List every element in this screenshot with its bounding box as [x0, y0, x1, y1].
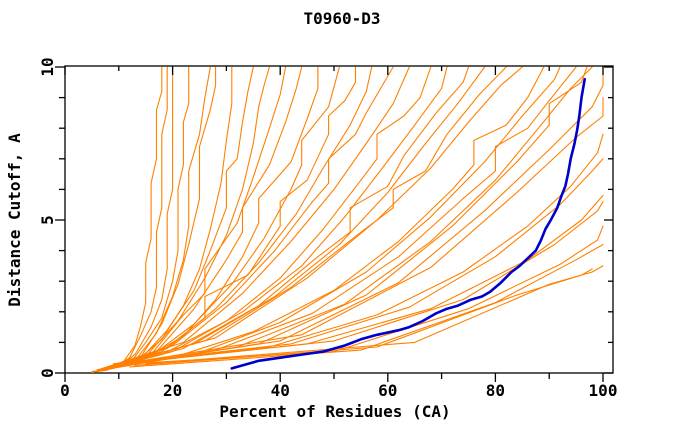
model-curve	[96, 66, 190, 371]
model-curve	[102, 66, 270, 371]
model-curve	[107, 66, 507, 368]
model-curve	[107, 66, 588, 368]
model-curve	[107, 66, 523, 368]
model-curve	[112, 97, 604, 366]
highlighted-model-curve	[230, 77, 587, 370]
model-curve	[102, 66, 217, 371]
y-axis-label: Distance Cutoff, A	[5, 133, 24, 307]
model-curve	[96, 66, 432, 371]
model-curve	[96, 66, 211, 371]
model-curve	[102, 66, 448, 371]
model-curve	[102, 66, 303, 369]
x-tick-label: 100	[589, 381, 618, 400]
x-axis-label: Percent of Residues (CA)	[219, 402, 450, 421]
model-curve	[145, 265, 604, 365]
model-curve	[96, 66, 545, 371]
model-curve	[123, 201, 604, 365]
axis-ticks	[55, 66, 613, 382]
y-tick-label: 0	[38, 368, 57, 378]
model-curve	[96, 66, 319, 373]
model-curve	[102, 66, 287, 369]
model-curve	[102, 66, 486, 369]
model-curve	[107, 66, 593, 369]
model-curve	[107, 66, 410, 368]
x-tick-label: 20	[163, 381, 182, 400]
model-curve	[96, 66, 254, 371]
model-curve	[102, 66, 577, 369]
x-tick-label: 60	[378, 381, 397, 400]
tick-labels: 0 20 40 60 80 100 0 5 10	[38, 57, 617, 400]
model-curve	[102, 66, 561, 371]
model-curve	[134, 268, 593, 366]
chart-title: T0960-D3	[303, 9, 380, 28]
model-curves	[91, 66, 604, 373]
y-tick-label: 5	[38, 215, 57, 225]
model-curve	[96, 66, 340, 371]
x-tick-label: 80	[486, 381, 505, 400]
model-curve	[112, 158, 604, 365]
model-curve	[102, 66, 470, 369]
x-tick-label: 40	[271, 381, 290, 400]
y-tick-label: 10	[38, 57, 57, 76]
model-curve	[102, 66, 373, 369]
x-tick-label: 0	[60, 381, 70, 400]
model-curve	[107, 66, 604, 368]
model-curve	[102, 66, 394, 369]
model-curve	[112, 133, 604, 366]
